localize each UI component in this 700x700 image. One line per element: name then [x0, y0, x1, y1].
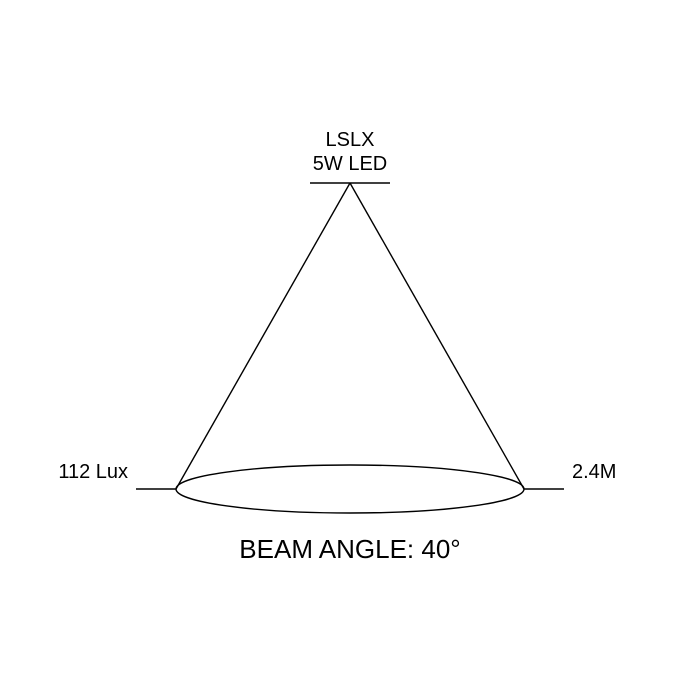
label-distance: 2.4M	[572, 460, 616, 484]
beam-diagram: LSLX 5W LED 112 Lux 2.4M BEAM ANGLE: 40°	[0, 0, 700, 700]
label-model: LSLX	[326, 128, 375, 152]
label-lux: 112 Lux	[0, 460, 128, 484]
beam-cone-svg	[0, 0, 700, 700]
label-wattage: 5W LED	[313, 152, 387, 176]
label-beam-angle: BEAM ANGLE: 40°	[239, 534, 460, 565]
